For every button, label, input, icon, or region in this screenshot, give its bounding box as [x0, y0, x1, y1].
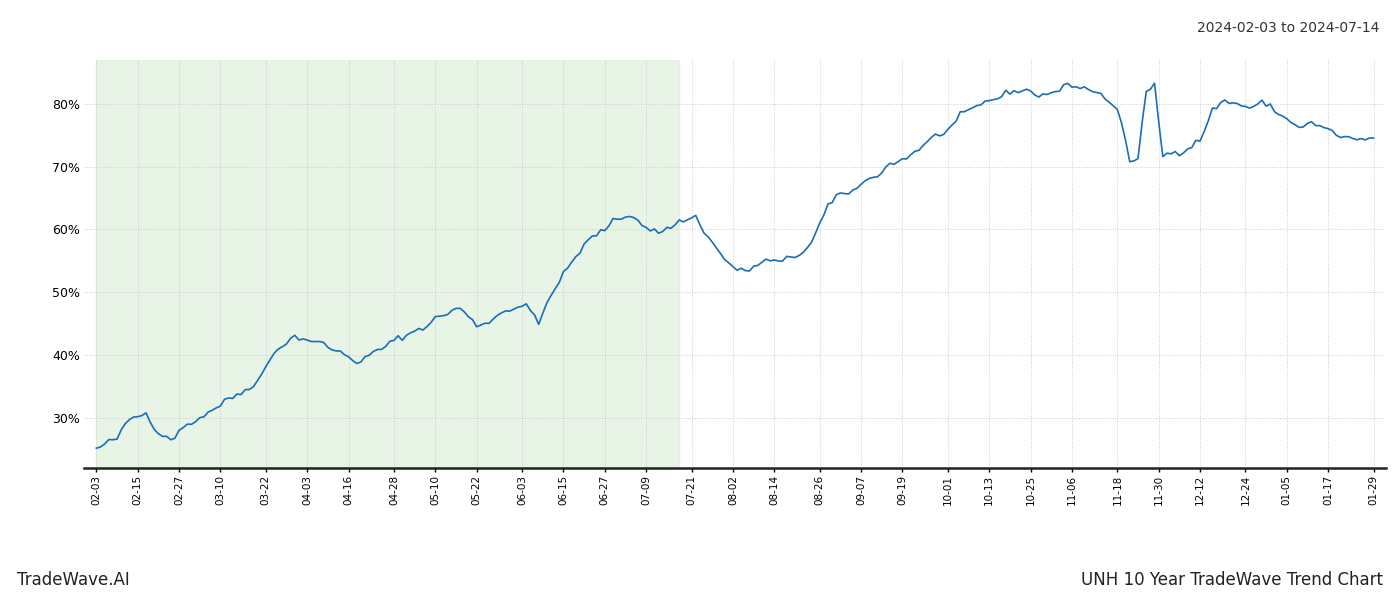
Text: 2024-02-03 to 2024-07-14: 2024-02-03 to 2024-07-14 [1197, 21, 1379, 35]
Bar [97, 60, 679, 468]
Text: TradeWave.AI: TradeWave.AI [17, 571, 130, 589]
Text: UNH 10 Year TradeWave Trend Chart: UNH 10 Year TradeWave Trend Chart [1081, 571, 1383, 589]
